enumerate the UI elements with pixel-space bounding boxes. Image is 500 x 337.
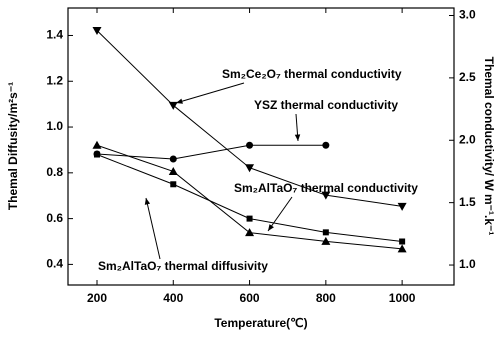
series-annotation: Sm₂AlTaO₇ thermal conductivity: [234, 181, 418, 195]
y-tick-label: 0.4: [46, 257, 63, 271]
marker: [245, 164, 255, 173]
y-axis-label: Themal Diffusity/m²s⁻¹: [6, 82, 20, 210]
annotation-arrow: [145, 197, 161, 260]
series-annotation: Sm₂Ce₂O₇ thermal conductivity: [222, 67, 402, 81]
y2-tick-label: 2.0: [459, 132, 476, 146]
plot-frame: [67, 7, 455, 286]
marker: [246, 141, 254, 149]
annotation-arrowhead: [176, 98, 183, 104]
x-axis-label: Temperature(℃): [214, 316, 307, 330]
marker: [245, 228, 255, 237]
annotation-arrow: [267, 196, 293, 232]
x-tick-label: 200: [87, 291, 107, 305]
y-tick-label: 0.8: [46, 165, 63, 179]
marker: [169, 155, 177, 163]
marker: [92, 140, 102, 149]
marker: [92, 26, 102, 35]
y2-tick-label: 1.5: [459, 195, 476, 209]
x-tick-label: 600: [240, 291, 260, 305]
marker: [397, 202, 407, 211]
y2-axis-label: Themal conductivity/ W m⁻¹.k⁻¹: [482, 57, 496, 236]
y2-tick-label: 3.0: [459, 8, 476, 22]
annotation-arrow: [175, 82, 245, 104]
y2-tick-label: 2.5: [459, 70, 476, 84]
annotation-arrowhead: [268, 224, 274, 231]
marker: [168, 101, 178, 110]
y-tick-label: 1.2: [46, 73, 63, 87]
y2-tick-label: 1.0: [459, 257, 476, 271]
marker: [399, 238, 406, 245]
series-line: [96, 144, 326, 160]
series-line: [96, 30, 403, 207]
x-tick-label: 800: [316, 291, 336, 305]
marker: [322, 229, 329, 236]
annotation-arrowhead: [294, 134, 301, 141]
marker: [321, 191, 331, 200]
marker: [246, 215, 253, 222]
y-tick-label: 1.4: [46, 28, 63, 42]
y-tick-label: 1.0: [46, 119, 63, 133]
annotation-arrowhead: [144, 198, 151, 205]
x-tick-label: 1000: [389, 291, 416, 305]
marker: [168, 166, 178, 175]
marker: [397, 244, 407, 253]
y-tick-label: 0.6: [46, 211, 63, 225]
series-annotation: Sm₂AlTaO₇ thermal diffusivity: [98, 259, 268, 273]
marker: [93, 151, 100, 158]
marker: [321, 236, 331, 245]
series-annotation: YSZ thermal conductivity: [254, 98, 398, 112]
x-tick-label: 400: [163, 291, 183, 305]
marker: [322, 141, 330, 149]
marker: [170, 181, 177, 188]
